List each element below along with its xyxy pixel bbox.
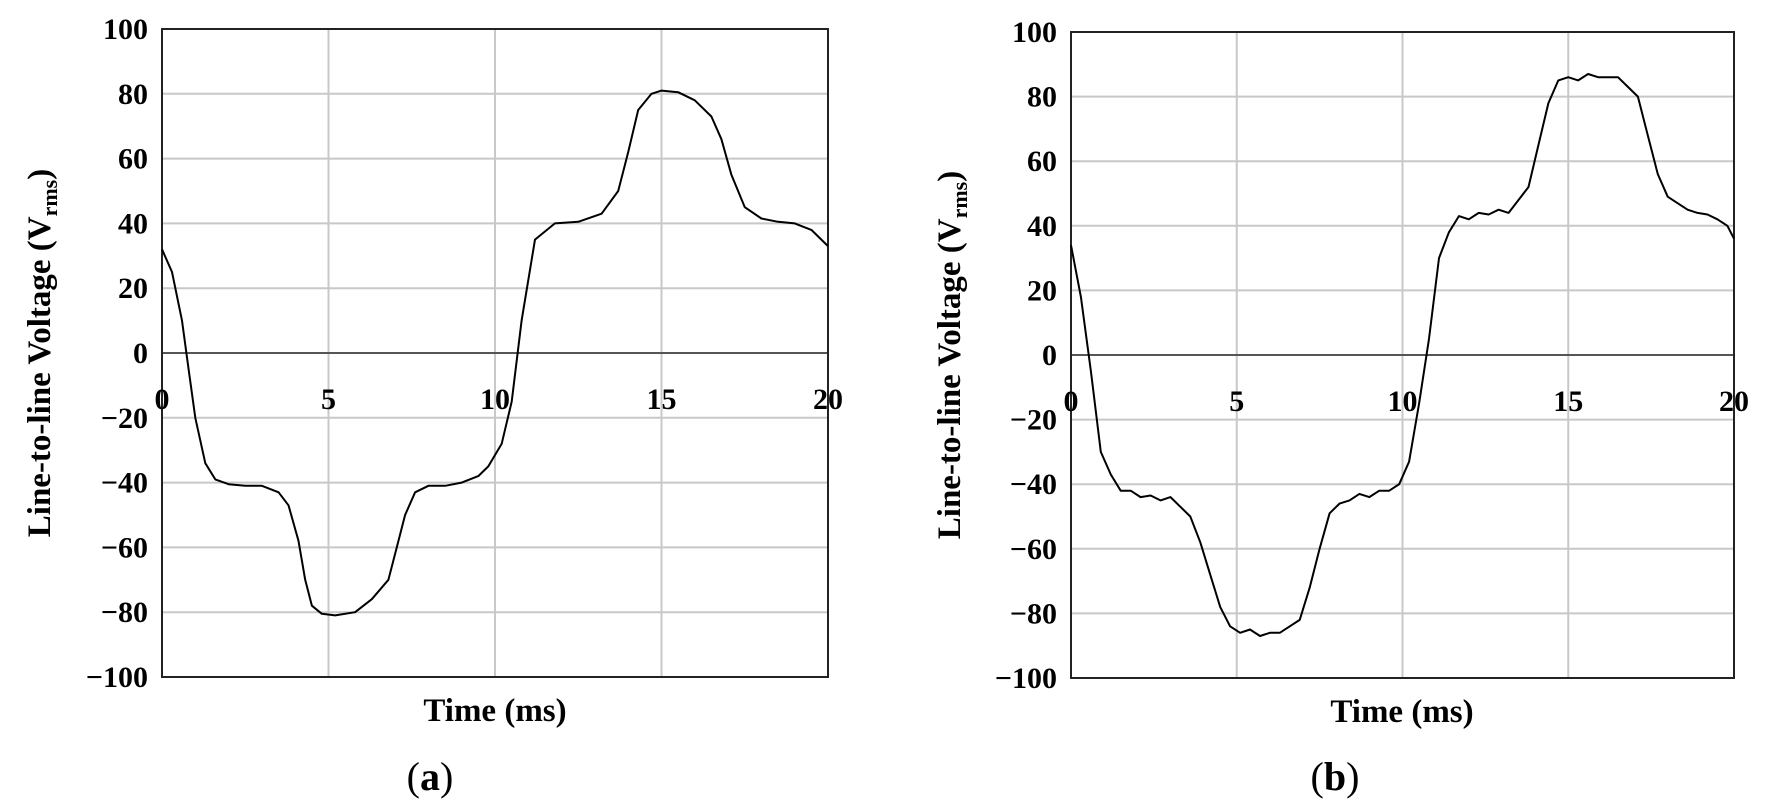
x-tick-label: 10 [480, 383, 510, 416]
y-tick-label: −80 [1010, 597, 1057, 630]
x-tick-label: 20 [1719, 385, 1749, 418]
y-tick-label: 60 [118, 143, 148, 176]
y-tick-label: 100 [103, 13, 148, 46]
y-tick-label: −100 [86, 661, 148, 694]
y-tick-label: 80 [118, 78, 148, 111]
y-tick-label: −100 [995, 662, 1057, 695]
series-line [161, 89, 829, 617]
y-axis-label: Line-to-line Voltage (Vrms) [22, 169, 62, 537]
x-tick-label: 15 [1553, 385, 1583, 418]
y-tick-label: 40 [1027, 210, 1057, 243]
panel-caption: (b) [1311, 754, 1360, 799]
x-tick-label: 20 [813, 383, 843, 416]
x-tick-label: 5 [321, 383, 336, 416]
x-tick-label: 0 [1064, 385, 1079, 418]
y-tick-label: 20 [118, 272, 148, 305]
y-tick-label: −80 [101, 596, 148, 629]
plot-frame [161, 28, 829, 678]
series-line [1070, 73, 1735, 637]
y-axis-label: Line-to-line Voltage (Vrms) [932, 171, 972, 539]
x-tick-label: 5 [1229, 385, 1244, 418]
y-tick-label: 80 [1027, 81, 1057, 114]
y-tick-label: −60 [101, 531, 148, 564]
x-axis-label: Time (ms) [423, 693, 566, 729]
y-tick-label: −40 [101, 467, 148, 500]
y-tick-label: 0 [1042, 339, 1057, 372]
x-tick-label: 15 [647, 383, 677, 416]
y-tick-label: 40 [118, 207, 148, 240]
plot-frame [1070, 31, 1735, 679]
y-tick-label: 100 [1012, 16, 1057, 49]
y-tick-label: 0 [133, 337, 148, 370]
y-tick-label: −20 [1010, 404, 1057, 437]
y-tick-label: −60 [1010, 533, 1057, 566]
x-tick-label: 0 [155, 383, 170, 416]
y-tick-label: 20 [1027, 274, 1057, 307]
y-tick-label: 60 [1027, 145, 1057, 178]
x-axis-label: Time (ms) [1330, 694, 1473, 730]
y-tick-label: −20 [101, 402, 148, 435]
panel-caption: (a) [407, 754, 454, 799]
y-tick-label: −40 [1010, 468, 1057, 501]
x-tick-label: 10 [1388, 385, 1418, 418]
